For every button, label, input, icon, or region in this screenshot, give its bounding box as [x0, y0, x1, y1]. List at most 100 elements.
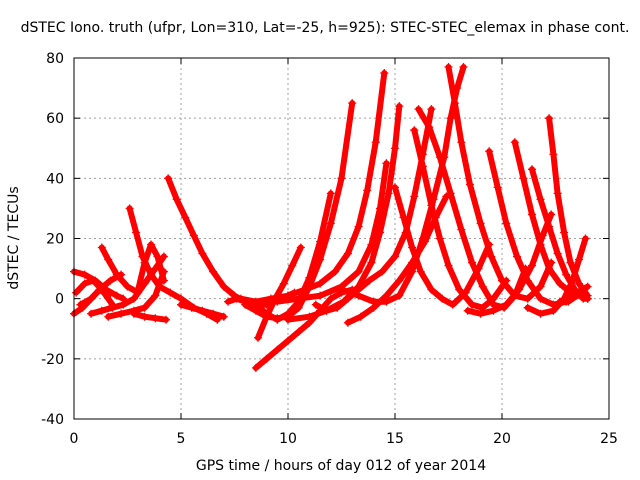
series-line: [338, 64, 467, 305]
chart-title: dSTEC Iono. truth (ufpr, Lon=310, Lat=-2…: [21, 20, 630, 36]
data-point: [384, 189, 393, 198]
data-point: [262, 354, 271, 363]
data-point: [476, 309, 485, 318]
data-point: [172, 195, 181, 204]
data-point: [450, 99, 459, 108]
data-point: [583, 282, 592, 291]
data-point: [273, 297, 282, 306]
data-point: [305, 273, 314, 282]
data-point: [568, 276, 577, 285]
series-arc-g: [104, 267, 168, 321]
y-tick-label: -40: [41, 412, 64, 428]
y-axis-title: dSTEC / TECUs: [6, 186, 22, 289]
series-arc-af: [545, 114, 592, 300]
data-point: [536, 309, 545, 318]
data-point: [326, 294, 335, 303]
data-point: [151, 314, 160, 323]
y-tick-label: 20: [46, 232, 64, 248]
data-point: [365, 276, 374, 285]
data-point: [435, 153, 444, 162]
data-point: [512, 252, 521, 261]
data-point: [162, 315, 171, 324]
data-point: [140, 303, 149, 312]
x-tick-label: 15: [386, 431, 404, 447]
series-line: [411, 127, 510, 311]
data-point: [181, 213, 190, 222]
data-point: [89, 276, 98, 285]
data-point: [356, 312, 365, 321]
data-point: [498, 276, 506, 285]
data-point: [510, 138, 519, 147]
data-point: [487, 252, 496, 261]
data-point: [371, 138, 380, 147]
data-point: [575, 255, 584, 264]
series-line: [165, 175, 298, 308]
data-point: [155, 282, 164, 291]
data-point: [219, 282, 228, 291]
plot-frame: [73, 57, 610, 420]
data-point: [564, 297, 573, 306]
data-point: [134, 285, 143, 294]
data-point: [189, 231, 198, 240]
data-point: [553, 189, 562, 198]
data-point: [399, 213, 408, 222]
data-point: [147, 240, 156, 249]
data-point: [147, 270, 156, 279]
series-arc-j: [134, 240, 168, 294]
data-point: [284, 336, 292, 345]
data-point: [408, 243, 417, 252]
data-point: [95, 285, 104, 294]
series-line: [546, 115, 591, 299]
data-point: [485, 147, 494, 156]
data-point: [468, 300, 477, 309]
data-point: [132, 228, 141, 237]
data-point: [316, 279, 325, 288]
data-point: [251, 363, 260, 372]
data-point: [527, 261, 536, 270]
data-point: [129, 294, 138, 303]
data-point: [463, 306, 472, 315]
data-point: [343, 249, 352, 258]
data-point: [549, 306, 558, 315]
data-point: [301, 285, 310, 294]
series-arc-ah: [555, 291, 592, 306]
data-point: [153, 252, 162, 261]
data-point: [151, 291, 160, 300]
data-point: [266, 294, 275, 303]
data-point: [459, 63, 468, 72]
data-point: [198, 306, 207, 315]
data-point: [209, 267, 218, 276]
data-point: [376, 228, 385, 237]
data-point: [262, 309, 271, 318]
y-tick-label: 60: [46, 111, 64, 127]
data-point: [104, 312, 113, 321]
data-point: [416, 267, 425, 276]
data-point: [273, 345, 282, 354]
data-point: [316, 237, 325, 246]
data-point: [435, 234, 444, 243]
data-point: [129, 309, 138, 318]
data-point: [140, 258, 149, 267]
data-point: [395, 291, 404, 300]
data-point: [187, 303, 196, 312]
y-tick-label: -20: [41, 352, 64, 368]
data-point: [166, 288, 175, 297]
data-point: [489, 306, 498, 315]
data-point: [468, 258, 477, 267]
data-point: [427, 105, 436, 114]
data-point: [108, 303, 117, 312]
data-point: [446, 114, 455, 123]
data-point: [380, 69, 389, 78]
data-point: [395, 276, 404, 285]
series-arc-l: [177, 300, 228, 321]
data-point: [418, 234, 427, 243]
data-point: [159, 276, 168, 285]
y-tick-label: 0: [55, 292, 64, 308]
x-tick-label: 10: [279, 431, 297, 447]
data-point: [382, 297, 391, 306]
series-arc-d: [76, 285, 113, 309]
data-point: [455, 285, 464, 294]
data-point: [316, 291, 325, 300]
data-point: [444, 63, 453, 72]
